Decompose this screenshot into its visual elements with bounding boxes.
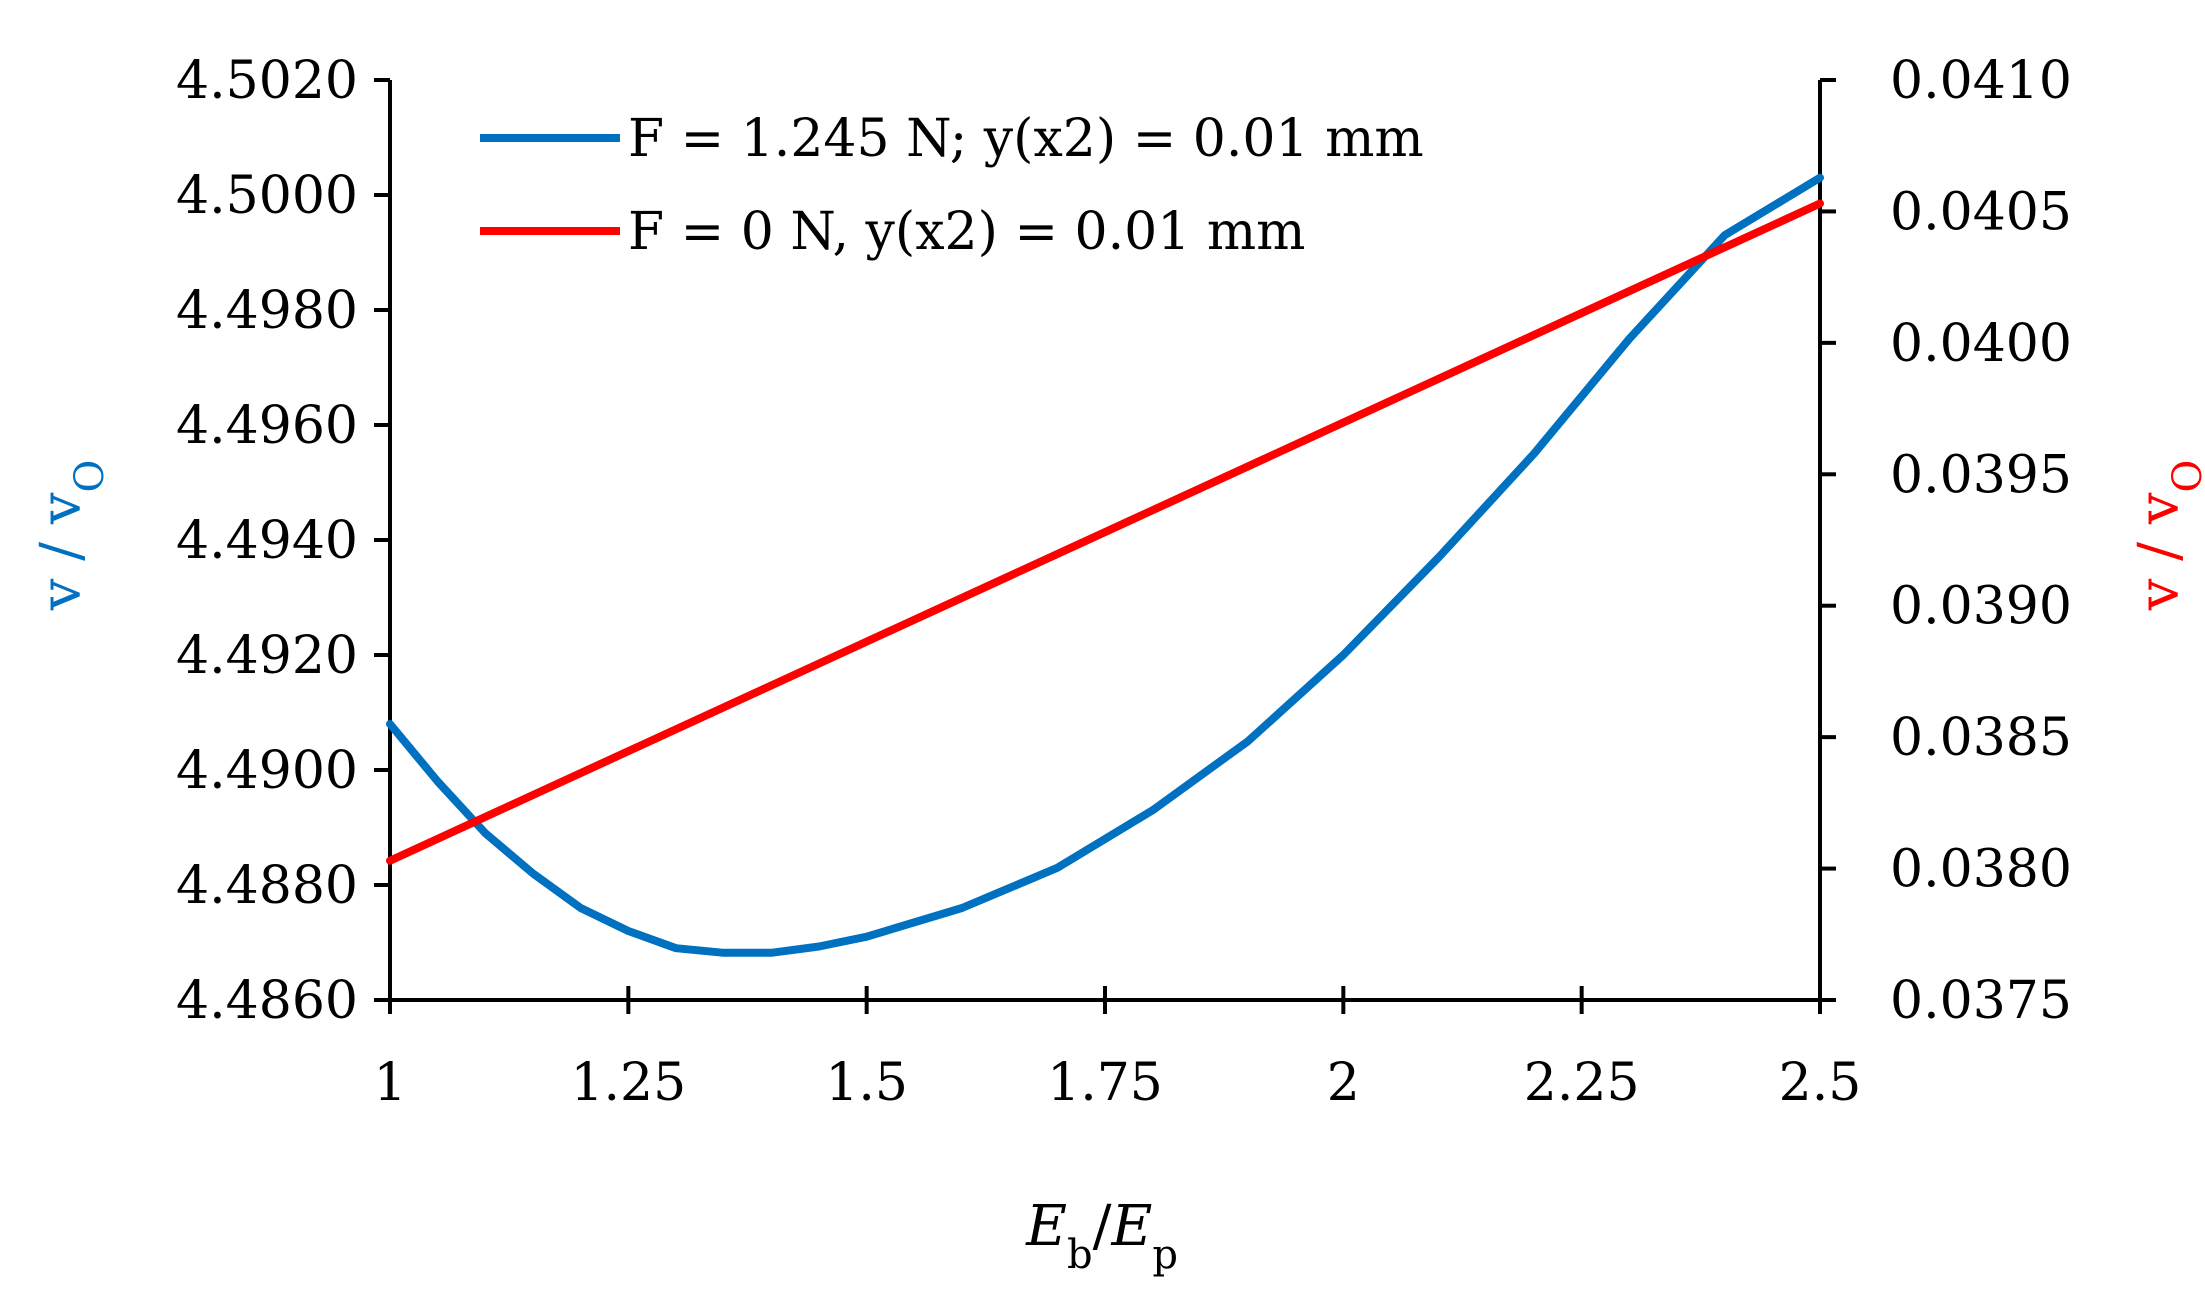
x-axis-title-main-2: E — [1110, 1194, 1152, 1259]
y-right-tick-label: 0.0380 — [1890, 840, 2072, 900]
x-tick-label: 1.25 — [570, 1053, 686, 1113]
x-tick-label: 1 — [373, 1053, 406, 1113]
y-left-tick-label: 4.4980 — [176, 281, 358, 341]
axes: 1 1.25 1.5 1.75 2 2.25 2.5 4.4860 4.4880 4.4900 4.… — [176, 51, 2072, 1113]
x-axis-title-main-1: E — [1025, 1194, 1067, 1259]
y-left-axis-title-sub: O — [67, 460, 113, 493]
series-layer — [386, 173, 1824, 957]
y-left-tick-label: 4.4900 — [176, 741, 358, 801]
y-left-tick-label: 4.5020 — [176, 51, 358, 111]
legend: F = 1.245 N; y(x2) = 0.01 mm F = 0 N, y(… — [480, 109, 1424, 262]
y-left-tick-label: 4.4860 — [176, 971, 358, 1031]
y-left-tick-label: 4.4920 — [176, 626, 358, 686]
y-right-tick-label: 0.0400 — [1890, 314, 2072, 374]
y-right-axis-title-main: v / v — [2127, 492, 2192, 611]
y-left-tick-label: 4.5000 — [176, 166, 358, 226]
legend-label-red: F = 0 N, y(x2) = 0.01 mm — [628, 202, 1305, 262]
x-tick-label: 2.5 — [1779, 1053, 1862, 1113]
x-tick-label: 1.75 — [1047, 1053, 1163, 1113]
y-left-axis-title: v / vO — [29, 460, 113, 612]
x-tick-label: 2 — [1327, 1053, 1360, 1113]
x-tick-label: 2.25 — [1524, 1053, 1640, 1113]
series-line-blue — [386, 173, 1824, 957]
y-right-tick-label: 0.0410 — [1890, 51, 2072, 111]
x-tick-label: 1.5 — [825, 1053, 908, 1113]
y-right-tick-label: 0.0405 — [1890, 182, 2072, 242]
series-line-red — [386, 199, 1824, 865]
y-right-axis-title-sub: O — [2165, 460, 2205, 493]
legend-label-blue: F = 1.245 N; y(x2) = 0.01 mm — [628, 109, 1424, 169]
y-right-tick-label: 0.0390 — [1890, 577, 2072, 637]
y-right-tick-label: 0.0385 — [1890, 708, 2072, 768]
y-left-tick-label: 4.4880 — [176, 856, 358, 916]
y-left-axis-title-main: v / v — [29, 492, 94, 611]
x-axis-title-sub-2: p — [1152, 1232, 1178, 1278]
y-right-tick-label: 0.0395 — [1890, 445, 2072, 505]
y-left-tick-label: 4.4960 — [176, 396, 358, 456]
y-right-axis-title: v / vO — [2127, 460, 2205, 612]
y-right-tick-label: 0.0375 — [1890, 971, 2072, 1031]
x-axis-title: Eb/Ep — [1025, 1194, 1178, 1278]
x-axis-title-sub-1: b — [1067, 1232, 1093, 1278]
x-axis-title-sep: / — [1093, 1194, 1112, 1259]
y-left-tick-label: 4.4940 — [176, 511, 358, 571]
